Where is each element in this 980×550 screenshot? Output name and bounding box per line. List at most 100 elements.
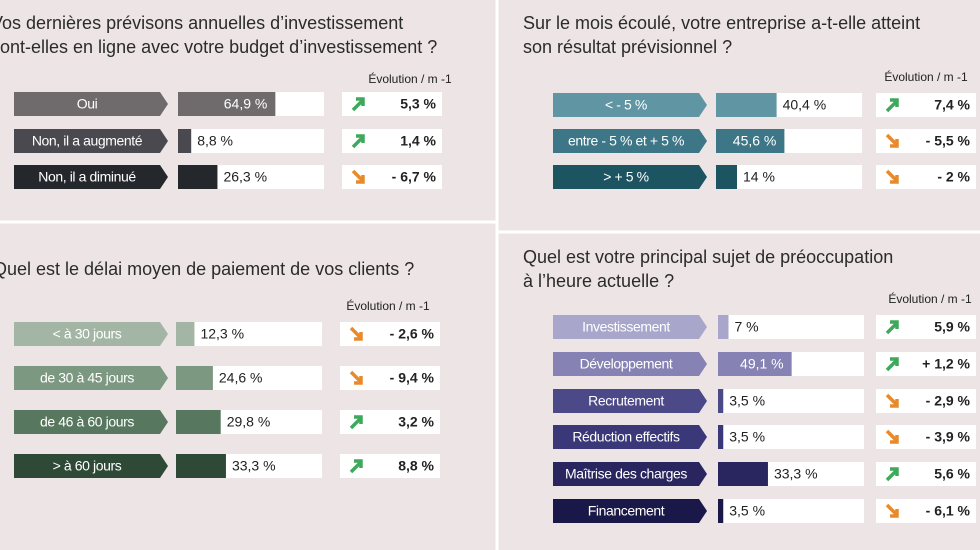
evolution-label: - 6,7 % [392, 169, 437, 185]
category-tag [553, 499, 707, 523]
value-label: 40,4 % [783, 97, 827, 113]
bar [716, 129, 785, 153]
evolution-arrow [885, 503, 899, 518]
value-label: 7 % [735, 319, 759, 335]
evolution-arrow [349, 415, 363, 430]
category-tag [553, 425, 707, 449]
arrow-shape [885, 133, 899, 148]
arrow-shape [885, 503, 899, 518]
chart-title: Vos dernières prévisons annuelles d’inve… [0, 13, 403, 33]
value-label: 45,6 % [733, 133, 777, 149]
value-label: 3,5 % [729, 503, 765, 519]
value-label: 24,6 % [219, 370, 263, 386]
bar-track [178, 129, 324, 153]
evolution-label: - 2,6 % [390, 326, 435, 342]
bar-track [176, 322, 322, 346]
bar [718, 315, 729, 339]
value-label: 49,1 % [740, 356, 784, 372]
bar [176, 410, 221, 434]
bar [718, 389, 724, 413]
category-tag [14, 322, 168, 346]
bar [718, 425, 724, 449]
category-label: Réduction effectifs [572, 429, 680, 445]
arrow-shape [351, 134, 365, 149]
evolution-arrow [885, 393, 899, 408]
evolution-arrow [351, 169, 365, 184]
evolution-arrow [885, 467, 899, 482]
evolution-arrow [885, 357, 899, 372]
evolution-label: 3,2 % [398, 414, 434, 430]
bar [718, 499, 724, 523]
category-label: entre - 5 % et + 5 % [568, 133, 684, 149]
category-tag [553, 129, 707, 153]
category-label: Recrutement [588, 393, 664, 409]
chart-title: Sur le mois écoulé, votre entreprise a-t… [523, 13, 920, 33]
category-tag [14, 129, 168, 153]
category-tag [14, 92, 168, 116]
evolution-header: Évolution / m -1 [368, 71, 452, 86]
chart-title: son résultat prévisionnel ? [523, 37, 732, 57]
category-label: Financement [588, 503, 665, 519]
category-label: > + 5 % [603, 169, 648, 185]
bar [178, 165, 218, 189]
chart-title: Quel est le délai moyen de paiement de v… [0, 259, 414, 279]
evolution-header: Évolution / m -1 [888, 291, 972, 306]
bar-track [718, 315, 864, 339]
category-tag [14, 410, 168, 434]
chart-title: sont-elles en ligne avec votre budget d’… [0, 37, 437, 57]
evolution-arrow [351, 97, 365, 112]
evolution-arrow [885, 169, 899, 184]
evolution-label: + 1,2 % [922, 356, 970, 372]
evolution-arrow [885, 320, 899, 335]
evolution-label: 7,4 % [934, 97, 970, 113]
category-tag [553, 389, 707, 413]
category-label: de 46 à 60 jours [40, 414, 134, 430]
evolution-label: - 9,4 % [390, 370, 435, 386]
evolution-header: Évolution / m -1 [346, 298, 430, 313]
bar [178, 92, 276, 116]
evolution-label: - 2 % [937, 169, 970, 185]
value-label: 33,3 % [774, 466, 818, 482]
category-label: Investissement [582, 319, 670, 335]
bar-track [716, 165, 862, 189]
evolution-arrow [349, 459, 363, 474]
bar [718, 352, 792, 376]
category-label: > à 60 jours [53, 458, 122, 474]
chart-title: Quel est votre principal sujet de préocc… [523, 247, 893, 267]
value-label: 8,8 % [197, 133, 233, 149]
value-label: 12,3 % [200, 326, 244, 342]
arrow-shape [885, 357, 899, 372]
category-label: Non, il a augmenté [32, 133, 143, 149]
evolution-label: 5,3 % [400, 96, 436, 112]
arrow-shape [885, 429, 899, 444]
value-label: 3,5 % [729, 393, 765, 409]
chart-title: à l’heure actuelle ? [523, 271, 674, 291]
bar [716, 93, 777, 117]
arrow-shape [349, 459, 363, 474]
evolution-arrow [349, 326, 363, 341]
category-tag [553, 352, 707, 376]
category-label: Non, il a diminué [38, 169, 136, 185]
value-label: 26,3 % [223, 169, 267, 185]
bar [176, 366, 213, 390]
category-tag [553, 462, 707, 486]
category-label: < - 5 % [605, 97, 647, 113]
arrow-shape [349, 326, 363, 341]
value-label: 14 % [743, 169, 775, 185]
arrow-shape [349, 415, 363, 430]
category-tag [14, 165, 168, 189]
bar [178, 129, 192, 153]
evolution-label: - 2,9 % [926, 393, 971, 409]
evolution-arrow [885, 98, 899, 113]
category-label: < à 30 jours [53, 326, 122, 342]
value-label: 3,5 % [729, 429, 765, 445]
category-tag [553, 93, 707, 117]
arrow-shape [885, 98, 899, 113]
evolution-arrow [885, 133, 899, 148]
category-tag [14, 454, 168, 478]
bar-track [718, 389, 864, 413]
evolution-label: 8,8 % [398, 458, 434, 474]
value-label: 33,3 % [232, 458, 276, 474]
